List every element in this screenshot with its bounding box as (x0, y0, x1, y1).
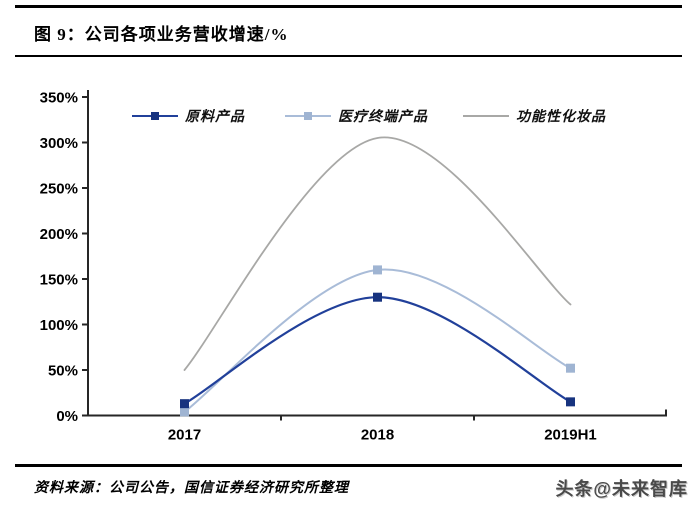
series-line-2 (183, 136, 572, 371)
legend-item-label: 功能性化妆品 (516, 110, 606, 125)
y-tick-label: 100% (40, 317, 78, 334)
source-note: 资料来源：公司公告，国信证券经济研究所整理 (34, 481, 349, 496)
y-tick-label: 50% (48, 363, 78, 380)
y-axis: 0% 50% 100% 150% 200% 250% 300% 350% (40, 90, 89, 425)
series-line-1 (183, 268, 572, 413)
y-tick-label: 0% (56, 408, 78, 425)
legend-square-marker-icon (304, 112, 312, 120)
legend-line-sample-icon (285, 112, 331, 120)
watermark: 头条@未来智库 (555, 479, 688, 499)
x-tick-label: 2018 (361, 427, 394, 444)
data-point-marker (180, 407, 189, 417)
legend-item-raw-products: 原料产品 (132, 107, 245, 125)
legend-line-sample-icon (463, 115, 509, 117)
data-point-marker (566, 397, 575, 407)
legend-line-sample-icon (132, 112, 178, 120)
x-axis: 2017 2018 2019H1 (87, 409, 667, 444)
y-tick-label: 350% (40, 90, 78, 107)
data-point-marker (180, 399, 189, 409)
chart-legend: 原料产品 医疗终端产品 功能性化妆品 (0, 107, 697, 125)
x-tick-label: 2019H1 (544, 427, 597, 444)
data-point-marker (373, 292, 382, 302)
legend-square-marker-icon (151, 112, 159, 120)
y-tick-label: 250% (40, 181, 78, 198)
data-point-marker (566, 363, 575, 373)
legend-item-medical-terminal-products: 医疗终端产品 (285, 107, 428, 125)
series-line-0 (183, 296, 572, 405)
x-tick-label: 2017 (168, 427, 201, 444)
legend-item-functional-cosmetics: 功能性化妆品 (463, 107, 606, 125)
y-tick-label: 200% (40, 226, 78, 243)
footer-divider (15, 464, 682, 467)
title-divider (15, 55, 682, 57)
data-point-marker (373, 265, 382, 275)
y-tick-label: 300% (40, 135, 78, 152)
legend-item-label: 原料产品 (185, 110, 245, 125)
figure-title: 图 9：公司各项业务营收增速/% (34, 25, 289, 44)
y-tick-label: 150% (40, 272, 78, 289)
top-rule (15, 5, 682, 8)
legend-item-label: 医疗终端产品 (338, 110, 428, 125)
